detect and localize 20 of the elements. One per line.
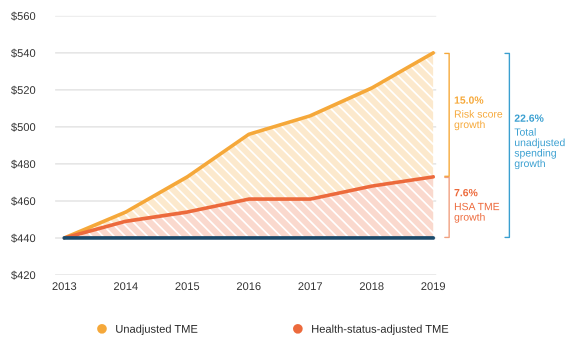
- text: 22.6% Total unadjusted spending growth: [514, 114, 565, 170]
- y-tick-label: $460: [11, 196, 36, 206]
- y-tick-label: $420: [11, 270, 36, 280]
- x-tick-label: 2013: [52, 282, 76, 290]
- x-tick-label: 2019: [421, 282, 445, 290]
- y-tick-label: $440: [11, 234, 36, 243]
- text: 15.0% Risk score growth: [454, 96, 502, 130]
- legend-label: Health-status-adjusted TME: [312, 324, 448, 335]
- legend-label: Unadjusted TME: [116, 324, 198, 335]
- x-tick-label: 2018: [360, 282, 384, 290]
- y-tick-label: $520: [11, 86, 36, 95]
- text: 7.6% HSA TME growth: [454, 188, 500, 223]
- y-tick-label: $560: [11, 12, 36, 21]
- x-tick-label: 2015: [175, 282, 200, 290]
- x-tick-label: 2017: [298, 282, 322, 290]
- y-tick-label: $480: [11, 160, 36, 169]
- x-tick-label: 2014: [114, 282, 138, 290]
- y-tick-label: $500: [11, 122, 36, 132]
- x-tick-label: 2016: [236, 282, 261, 290]
- y-tick-label: $540: [11, 48, 36, 58]
